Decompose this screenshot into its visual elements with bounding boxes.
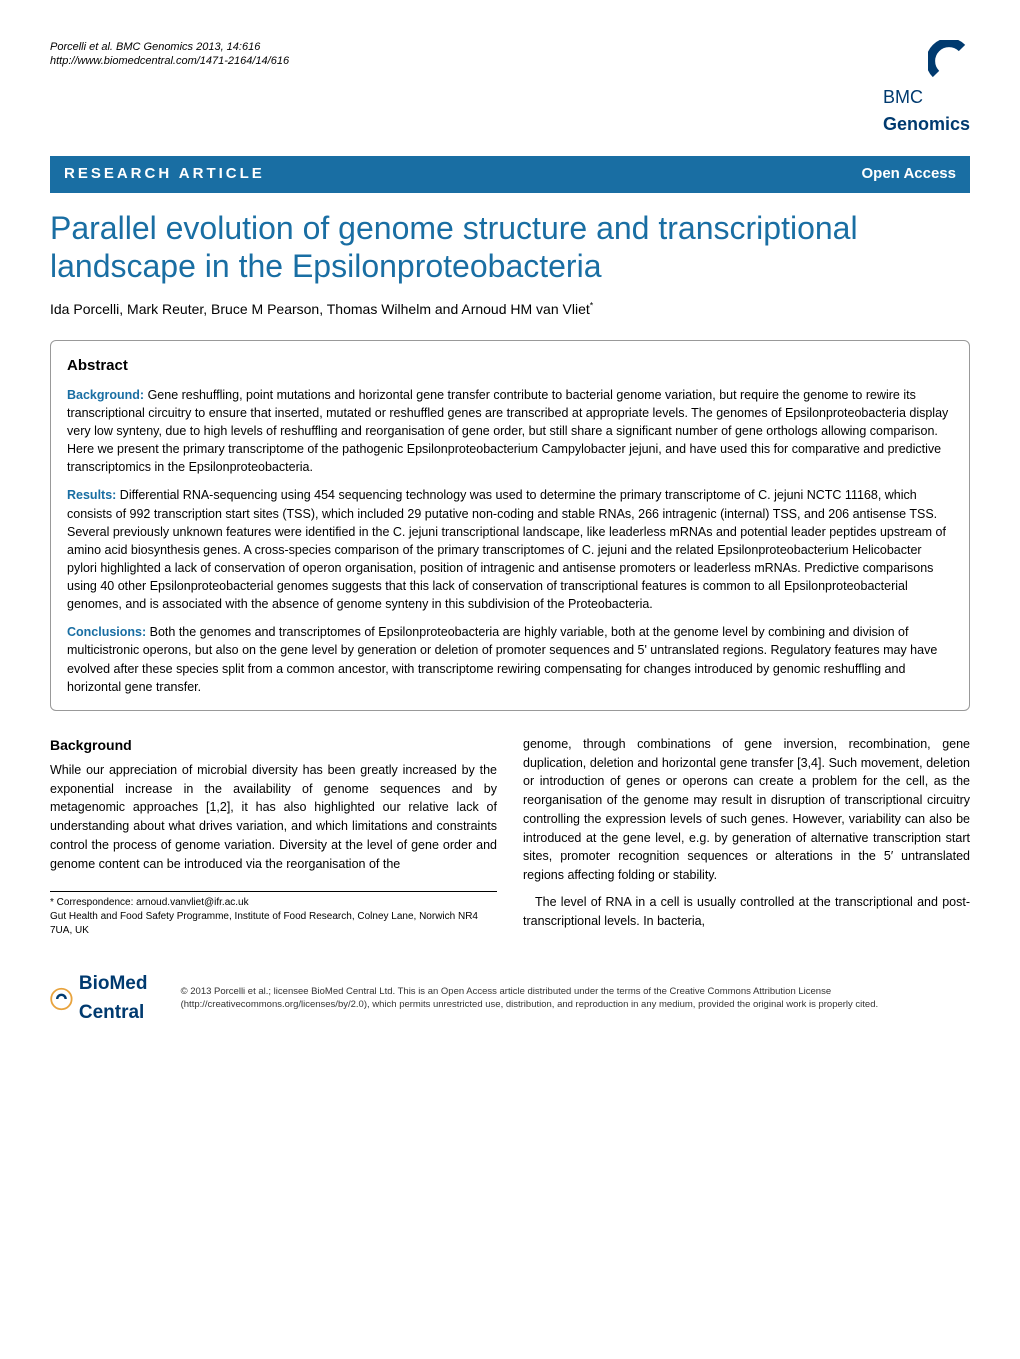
journal-logo: BMC Genomics — [883, 40, 970, 138]
article-type-banner: RESEARCH ARTICLE Open Access — [50, 156, 970, 193]
correspondence-email: * Correspondence: arnoud.vanvliet@ifr.ac… — [50, 896, 497, 910]
biomed-central-logo: BioMed Central — [50, 970, 163, 1027]
correspondence-address: Gut Health and Food Safety Programme, In… — [50, 910, 497, 938]
abstract-results-text: Differential RNA-sequencing using 454 se… — [67, 488, 946, 611]
citation: Porcelli et al. BMC Genomics 2013, 14:61… — [50, 40, 289, 69]
section-heading-background: Background — [50, 735, 497, 756]
abstract-results: Results: Differential RNA-sequencing usi… — [67, 486, 953, 613]
logo-suffix: Genomics — [883, 114, 970, 134]
left-column: Background While our appreciation of mic… — [50, 735, 497, 939]
abstract-conclusions-text: Both the genomes and transcriptomes of E… — [67, 625, 937, 693]
abstract-conclusions: Conclusions: Both the genomes and transc… — [67, 623, 953, 696]
abstract-background-label: Background: — [67, 388, 144, 402]
right-column: genome, through combinations of gene inv… — [523, 735, 970, 939]
author-list: Ida Porcelli, Mark Reuter, Bruce M Pears… — [50, 301, 590, 317]
header: Porcelli et al. BMC Genomics 2013, 14:61… — [50, 40, 970, 138]
corresponding-marker: * — [590, 301, 594, 311]
abstract-box: Abstract Background: Gene reshuffling, p… — [50, 340, 970, 711]
abstract-background-text: Gene reshuffling, point mutations and ho… — [67, 388, 948, 475]
footer: BioMed Central © 2013 Porcelli et al.; l… — [50, 962, 970, 1027]
bmc-arc-icon — [928, 40, 970, 82]
logo-prefix: BMC — [883, 87, 923, 107]
abstract-background: Background: Gene reshuffling, point muta… — [67, 386, 953, 477]
biomed-central-icon — [50, 980, 73, 1018]
body-paragraph-3: The level of RNA in a cell is usually co… — [523, 893, 970, 931]
abstract-conclusions-label: Conclusions: — [67, 625, 146, 639]
article-type: RESEARCH ARTICLE — [64, 163, 265, 186]
citation-line2: http://www.biomedcentral.com/1471-2164/1… — [50, 54, 289, 68]
authors: Ida Porcelli, Mark Reuter, Bruce M Pears… — [50, 299, 970, 320]
correspondence-block: * Correspondence: arnoud.vanvliet@ifr.ac… — [50, 891, 497, 938]
biomed-central-text: BioMed Central — [79, 970, 163, 1027]
body-columns: Background While our appreciation of mic… — [50, 735, 970, 939]
citation-line1: Porcelli et al. BMC Genomics 2013, 14:61… — [50, 40, 289, 54]
open-access-label: Open Access — [862, 163, 957, 186]
abstract-heading: Abstract — [67, 355, 953, 378]
body-paragraph-1: While our appreciation of microbial dive… — [50, 761, 497, 874]
copyright-text: © 2013 Porcelli et al.; licensee BioMed … — [181, 986, 970, 1012]
body-paragraph-2: genome, through combinations of gene inv… — [523, 735, 970, 885]
journal-logo-text: BMC Genomics — [883, 84, 970, 138]
article-title: Parallel evolution of genome structure a… — [50, 209, 970, 286]
abstract-results-label: Results: — [67, 488, 116, 502]
